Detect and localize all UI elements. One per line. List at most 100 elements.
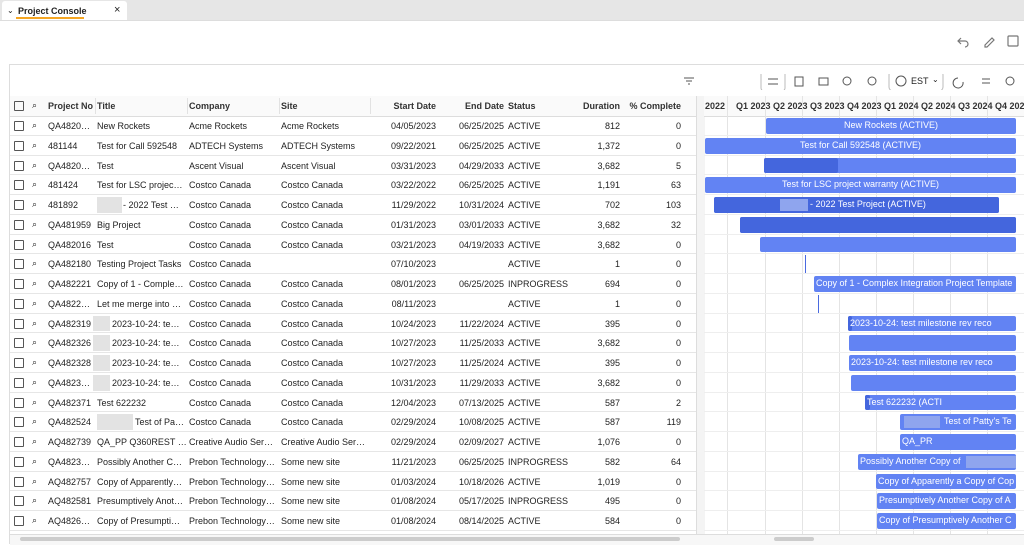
row-search[interactable]: ⌕ bbox=[32, 475, 37, 487]
table-cell: 06/25/2025 bbox=[459, 179, 504, 191]
undo-icon[interactable] bbox=[958, 38, 968, 47]
table-cell: Some new site bbox=[281, 515, 340, 527]
column-header[interactable]: Project No bbox=[48, 100, 93, 112]
row-search[interactable]: ⌕ bbox=[32, 297, 37, 309]
row-search[interactable]: ⌕ bbox=[32, 257, 37, 269]
row-search[interactable]: ⌕ bbox=[32, 159, 37, 171]
table-cell: Prebon Technology… bbox=[189, 495, 275, 507]
gantt-bar[interactable] bbox=[760, 237, 1016, 253]
gantt-bar-label: Copy of Presumptively Another C bbox=[879, 514, 1024, 527]
table-cell: Costco Canada bbox=[189, 298, 251, 310]
row-search[interactable]: ⌕ bbox=[32, 455, 37, 467]
row-checkbox[interactable] bbox=[14, 457, 24, 467]
scroll-thumb[interactable] bbox=[20, 537, 680, 541]
table-cell: ACTIVE bbox=[508, 120, 541, 132]
column-header[interactable]: % Complete bbox=[629, 100, 681, 112]
row-checkbox[interactable] bbox=[14, 180, 24, 190]
row-search[interactable]: ⌕ bbox=[32, 317, 37, 329]
table-cell: 06/25/2025 bbox=[459, 456, 504, 468]
table-cell: Costco Canada bbox=[281, 377, 343, 389]
zoom-in-icon[interactable] bbox=[868, 77, 876, 85]
table-cell: ADTECH Systems bbox=[281, 140, 355, 152]
table-cell: QA_PP Q360REST … bbox=[97, 436, 187, 448]
zoom-out-icon[interactable] bbox=[843, 77, 851, 85]
row-search[interactable]: ⌕ bbox=[32, 139, 37, 151]
column-header[interactable]: Site bbox=[281, 100, 298, 112]
row-checkbox[interactable] bbox=[14, 358, 24, 368]
row-checkbox[interactable] bbox=[14, 161, 24, 171]
gantt-bar-label: QA_PR bbox=[902, 435, 1024, 448]
column-header[interactable]: Status bbox=[508, 100, 536, 112]
row-search[interactable]: ⌕ bbox=[32, 277, 37, 289]
table-cell: Ascent Visual bbox=[281, 160, 335, 172]
row-checkbox[interactable] bbox=[14, 319, 24, 329]
row-checkbox[interactable] bbox=[14, 141, 24, 151]
row-search[interactable]: ⌕ bbox=[32, 396, 37, 408]
table-cell: 10/31/2023 bbox=[391, 377, 436, 389]
row-search[interactable]: ⌕ bbox=[32, 336, 37, 348]
row-search[interactable]: ⌕ bbox=[32, 198, 37, 210]
row-search[interactable]: ⌕ bbox=[32, 514, 37, 526]
milestone[interactable] bbox=[805, 255, 806, 273]
row-checkbox[interactable] bbox=[14, 477, 24, 487]
gantt-row-line bbox=[704, 253, 1024, 254]
row-checkbox[interactable] bbox=[14, 496, 24, 506]
row-checkbox[interactable] bbox=[14, 437, 24, 447]
row-search[interactable]: ⌕ bbox=[32, 494, 37, 506]
gantt-bar[interactable] bbox=[851, 375, 1016, 391]
table-cell: Test 622232 bbox=[97, 397, 146, 409]
calendar-icon[interactable] bbox=[795, 77, 803, 86]
row-search[interactable]: ⌕ bbox=[32, 178, 37, 190]
table-cell: Creative Audio Ser… bbox=[281, 436, 365, 448]
column-header[interactable]: Duration bbox=[583, 100, 620, 112]
table-cell: 103 bbox=[666, 199, 681, 211]
row-search[interactable]: ⌕ bbox=[32, 238, 37, 250]
gantt-bar-label: Test for LSC project warranty (ACTIVE) bbox=[705, 178, 1016, 191]
row-checkbox[interactable] bbox=[14, 259, 24, 269]
gantt-bar-label: Copy of 1 - Complex Integration Project … bbox=[816, 277, 1024, 290]
row-checkbox[interactable] bbox=[14, 338, 24, 348]
tab-close[interactable]: × bbox=[114, 4, 120, 16]
gantt-bar-label: Test 622232 (ACTI bbox=[867, 396, 1024, 409]
header-checkbox[interactable] bbox=[14, 101, 24, 111]
filter-icon[interactable] bbox=[684, 78, 694, 84]
column-header[interactable]: Start Date bbox=[393, 100, 436, 112]
row-search[interactable]: ⌕ bbox=[32, 356, 37, 368]
fit-icon[interactable] bbox=[819, 78, 828, 85]
header-search: ⌕ bbox=[32, 99, 37, 111]
save-icon[interactable] bbox=[1008, 36, 1018, 46]
column-header[interactable]: End Date bbox=[465, 100, 504, 112]
column-header[interactable]: Company bbox=[189, 100, 230, 112]
table-cell: Test of Pa… bbox=[135, 416, 184, 428]
row-checkbox[interactable] bbox=[14, 121, 24, 131]
row-checkbox[interactable] bbox=[14, 299, 24, 309]
settings-button[interactable] bbox=[761, 74, 785, 90]
row-checkbox[interactable] bbox=[14, 398, 24, 408]
scroll-thumb[interactable] bbox=[774, 537, 814, 541]
table-cell: Acme Rockets bbox=[281, 120, 339, 132]
gantt-progress bbox=[740, 217, 1016, 233]
row-checkbox[interactable] bbox=[14, 516, 24, 526]
row-checkbox[interactable] bbox=[14, 240, 24, 250]
row-search[interactable]: ⌕ bbox=[32, 376, 37, 388]
table-cell: QA4820… bbox=[48, 160, 90, 172]
row-checkbox[interactable] bbox=[14, 200, 24, 210]
row-search[interactable]: ⌕ bbox=[32, 415, 37, 427]
menu-icon[interactable] bbox=[982, 79, 990, 83]
row-search[interactable]: ⌕ bbox=[32, 435, 37, 447]
row-search[interactable]: ⌕ bbox=[32, 218, 37, 230]
gear-icon[interactable] bbox=[1006, 77, 1014, 85]
row-checkbox[interactable] bbox=[14, 279, 24, 289]
row-search[interactable]: ⌕ bbox=[32, 119, 37, 131]
row-checkbox[interactable] bbox=[14, 417, 24, 427]
tab[interactable]: ⌄ Project Console × bbox=[2, 1, 127, 20]
milestone[interactable] bbox=[818, 295, 819, 313]
refresh-icon[interactable] bbox=[953, 78, 963, 88]
table-cell: Presumptively Anot… bbox=[97, 495, 183, 507]
row-checkbox[interactable] bbox=[14, 378, 24, 388]
column-header[interactable]: Title bbox=[97, 100, 115, 112]
gantt-bar[interactable] bbox=[849, 335, 1016, 351]
row-checkbox[interactable] bbox=[14, 220, 24, 230]
edit-icon[interactable] bbox=[985, 38, 994, 47]
gantt-bar-label: Presumptively Another Copy of A bbox=[879, 494, 1024, 507]
